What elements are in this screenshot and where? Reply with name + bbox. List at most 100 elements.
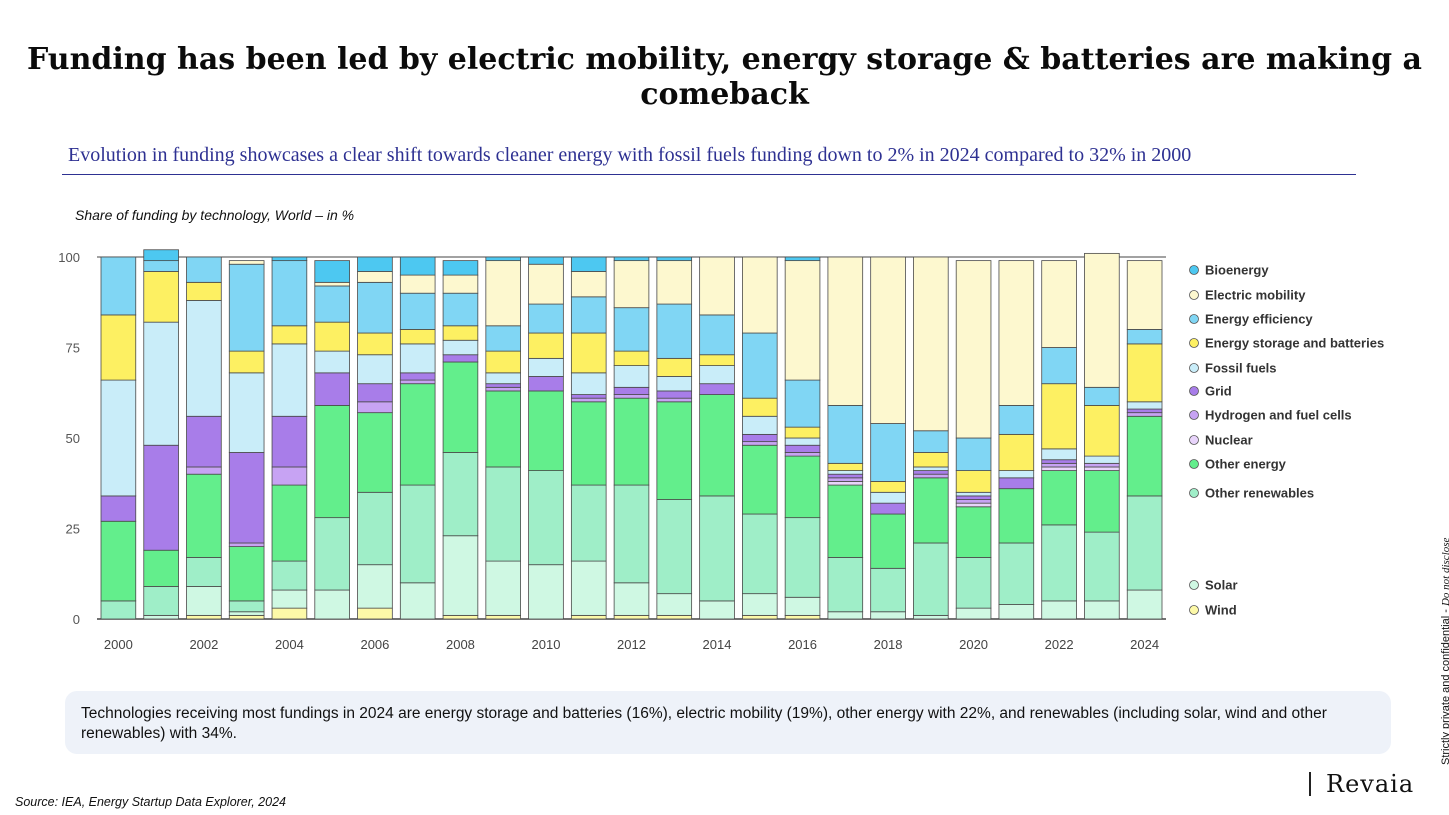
bar-segment — [271, 560, 308, 591]
bar-segment — [357, 281, 393, 334]
bar-segment — [699, 256, 735, 316]
legend-marker — [1189, 410, 1199, 420]
bar-segment — [228, 542, 265, 547]
bar-segment — [870, 567, 906, 613]
bar-segment — [742, 444, 778, 515]
bar-segment — [528, 256, 564, 265]
bar-segment — [913, 542, 949, 616]
bar-segment — [357, 332, 393, 356]
x-tick-label: 2012 — [617, 637, 646, 652]
subtitle-divider — [62, 174, 1356, 175]
bar-segment — [613, 394, 650, 399]
bar-segment — [955, 260, 992, 439]
legend-label: Energy storage and batteries — [1205, 336, 1384, 351]
bar-segment — [870, 256, 906, 424]
bar-segment — [742, 433, 778, 443]
bar-segment — [742, 513, 778, 595]
bar-segment — [228, 452, 265, 544]
legend-marker — [1189, 338, 1199, 348]
bar-segment — [228, 611, 265, 616]
bar-segment — [1041, 466, 1077, 471]
bar-segment — [656, 303, 693, 359]
bar-segment — [485, 325, 521, 352]
bar-segment — [613, 614, 650, 620]
bar-segment — [699, 495, 735, 602]
bar-segment — [1084, 405, 1120, 457]
bar-segment — [314, 281, 350, 287]
x-tick-label: 2014 — [703, 637, 732, 652]
bar-segment — [570, 296, 607, 334]
bar-segment — [228, 600, 265, 613]
bar-segment — [186, 614, 222, 620]
chart-caption: Share of funding by technology, World – … — [75, 207, 355, 223]
bar-segment — [271, 589, 308, 609]
bar-segment — [742, 441, 778, 446]
bar-segment — [955, 499, 992, 504]
bar-segment — [143, 586, 179, 616]
bar-segment — [1041, 470, 1077, 526]
bar-segment — [143, 549, 179, 587]
bar-segment — [399, 484, 436, 584]
bar-segment — [485, 386, 521, 392]
bar-segment — [656, 376, 693, 392]
bar-segment — [784, 379, 821, 428]
bar-segment — [1084, 252, 1120, 388]
bar-segment — [998, 542, 1035, 605]
bar-segment — [399, 383, 436, 486]
bar-segment — [570, 394, 607, 399]
bar-segment — [955, 557, 992, 609]
x-tick-label: 2020 — [959, 637, 988, 652]
bar-segment — [570, 484, 607, 562]
bar-segment — [485, 350, 521, 374]
bar-segment — [784, 517, 821, 598]
bar-segment — [143, 321, 179, 446]
legend-marker — [1189, 314, 1199, 324]
bar-segment — [784, 596, 821, 616]
bar-segment — [656, 357, 693, 377]
legend-label: Grid — [1205, 384, 1232, 399]
bar-segment — [656, 390, 693, 399]
x-tick-label: 2000 — [104, 637, 133, 652]
legend-marker — [1189, 580, 1199, 590]
confidentiality-note: Strictly private and confidential - Do n… — [1440, 538, 1449, 765]
bar-segment — [656, 593, 693, 616]
bar-segment — [442, 339, 479, 356]
stacked-bar-chart: 0 25 50 75 100 2000 2002 2004 2006 2008 2010 2012 20… — [58, 249, 1384, 652]
bar-segment — [742, 256, 778, 334]
bar-segment — [271, 325, 308, 345]
bar-segment — [1041, 459, 1077, 464]
bar-segment — [613, 484, 650, 584]
bar-segment — [827, 484, 864, 558]
x-tick-label: 2004 — [275, 637, 304, 652]
bar-segment — [485, 256, 521, 262]
confidentiality-lead: Strictly private and confidential - — [1440, 609, 1449, 765]
bar-segment — [570, 560, 607, 616]
bar-segment — [485, 383, 521, 388]
bar-segment — [656, 401, 693, 500]
bar-segment — [827, 477, 864, 482]
legend-marker — [1189, 386, 1199, 396]
bar-segment — [314, 517, 350, 591]
bar-segment — [399, 328, 436, 345]
bar-segment — [1126, 343, 1163, 403]
bar-segment — [1084, 455, 1120, 464]
bar-segment — [1126, 415, 1163, 497]
bar-segment — [271, 256, 308, 262]
bar-segment — [913, 477, 949, 544]
bar-segment — [1084, 462, 1120, 468]
bar-segment — [143, 271, 179, 323]
bar-segment — [955, 502, 992, 508]
bar-segment — [357, 271, 393, 283]
bar-segment — [271, 415, 308, 468]
bar-segment — [186, 281, 222, 301]
bar-segment — [442, 260, 479, 276]
legend-label: Energy efficiency — [1205, 312, 1313, 327]
bar-segment — [827, 611, 864, 620]
bar-segment — [913, 430, 949, 453]
bar-segment — [827, 470, 864, 475]
legend-marker — [1189, 290, 1199, 300]
bar-segment — [870, 513, 906, 569]
bar-segment — [485, 560, 521, 616]
bar-segment — [998, 604, 1035, 620]
bar-segment — [186, 415, 222, 468]
